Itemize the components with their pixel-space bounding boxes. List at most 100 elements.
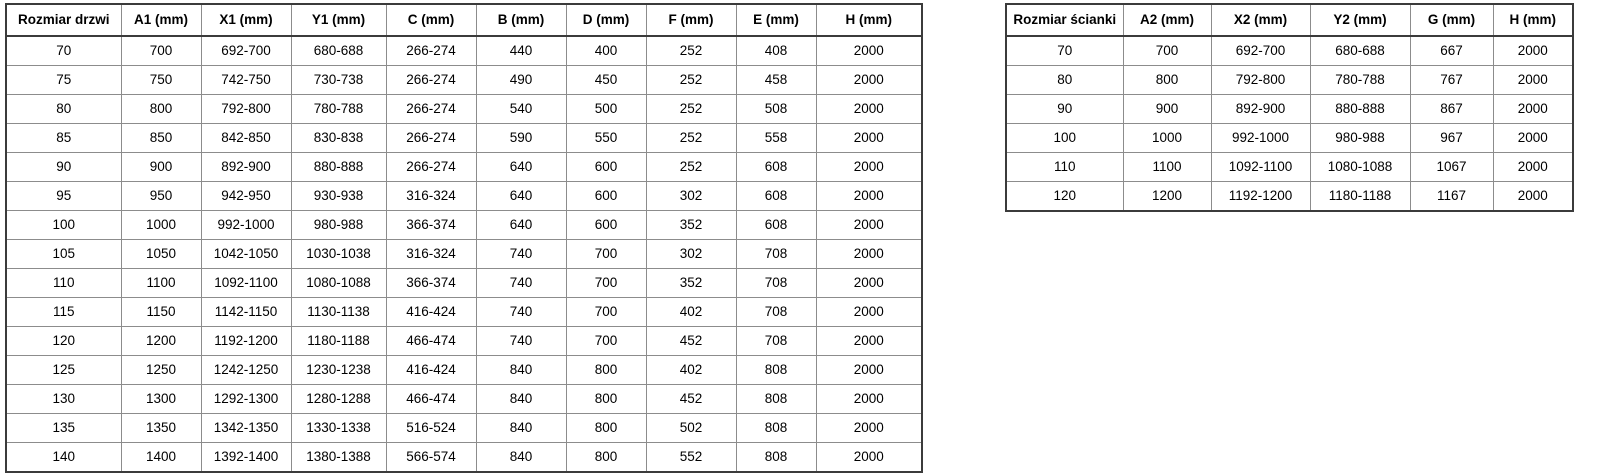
wall-cell: 680-688: [1309, 35, 1411, 66]
door-cell: 516-524: [385, 413, 477, 443]
door-cell: 808: [735, 355, 817, 385]
door-cell: 1392-1400: [200, 442, 292, 473]
table-row: 110 1100 1092-1100 1080-1088 366-374 740 700 35…: [5, 268, 923, 298]
wall-cell: 667: [1409, 35, 1494, 66]
door-cell: 2000: [815, 442, 923, 473]
wall-table-body: 70 700 692-700 680-688 667 2000 80 800 792-800 78…: [1005, 35, 1574, 212]
door-cell: 466-474: [385, 326, 477, 356]
door-cell: 1192-1200: [200, 326, 292, 356]
door-cell: 900: [120, 152, 202, 182]
door-cell: 490: [475, 65, 567, 95]
door-cell: 742-750: [200, 65, 292, 95]
door-cell: 850: [120, 123, 202, 153]
wall-cell: 700: [1122, 35, 1212, 66]
wall-cell: 2000: [1492, 152, 1574, 182]
door-cell: 800: [120, 94, 202, 124]
table-row: 90 900 892-900 880-888 867 2000: [1005, 94, 1574, 124]
door-cell: 366-374: [385, 268, 477, 298]
door-cell: 1130-1138: [290, 297, 387, 327]
door-cell: 1230-1238: [290, 355, 387, 385]
wall-cell: 900: [1122, 94, 1212, 124]
door-cell: 608: [735, 152, 817, 182]
wall-col-header-x2: X2 (mm): [1210, 3, 1311, 37]
door-table-body: 70 700 692-700 680-688 266-274 440 400 252 408 20…: [5, 35, 923, 473]
door-cell: 600: [565, 210, 647, 240]
door-cell: 2000: [815, 268, 923, 298]
door-cell: 992-1000: [200, 210, 292, 240]
door-dimensions-table-container: Rozmiar drzwi A1 (mm) X1 (mm) Y1 (mm) C …: [5, 3, 923, 473]
wall-col-header-size: Rozmiar ścianki: [1005, 3, 1124, 37]
door-cell: 2000: [815, 210, 923, 240]
door-cell: 352: [645, 268, 737, 298]
door-cell: 1150: [120, 297, 202, 327]
door-cell: 402: [645, 297, 737, 327]
door-cell: 440: [475, 35, 567, 66]
door-cell: 2000: [815, 65, 923, 95]
door-cell: 1092-1100: [200, 268, 292, 298]
door-col-header-size: Rozmiar drzwi: [5, 3, 122, 37]
door-cell: 880-888: [290, 152, 387, 182]
door-cell: 105: [5, 239, 122, 269]
door-table-header: Rozmiar drzwi A1 (mm) X1 (mm) Y1 (mm) C …: [5, 3, 923, 37]
door-cell: 1400: [120, 442, 202, 473]
door-cell: 416-424: [385, 355, 477, 385]
table-row: 120 1200 1192-1200 1180-1188 466-474 740 700 45…: [5, 326, 923, 356]
door-cell: 115: [5, 297, 122, 327]
door-cell: 1080-1088: [290, 268, 387, 298]
door-cell: 140: [5, 442, 122, 473]
door-cell: 2000: [815, 152, 923, 182]
door-cell: 252: [645, 123, 737, 153]
door-cell: 700: [565, 297, 647, 327]
door-cell: 692-700: [200, 35, 292, 66]
table-row: 110 1100 1092-1100 1080-1088 1067 2000: [1005, 152, 1574, 182]
door-cell: 558: [735, 123, 817, 153]
door-cell: 608: [735, 210, 817, 240]
door-cell: 120: [5, 326, 122, 356]
wall-cell: 1192-1200: [1210, 181, 1311, 212]
wall-cell: 1200: [1122, 181, 1212, 212]
door-cell: 2000: [815, 384, 923, 414]
door-cell: 2000: [815, 94, 923, 124]
door-cell: 640: [475, 152, 567, 182]
table-row: 125 1250 1242-1250 1230-1238 416-424 840 800 40…: [5, 355, 923, 385]
door-cell: 400: [565, 35, 647, 66]
door-cell: 840: [475, 442, 567, 473]
door-cell: 892-900: [200, 152, 292, 182]
door-cell: 316-324: [385, 239, 477, 269]
door-cell: 1142-1150: [200, 297, 292, 327]
table-row: 100 1000 992-1000 980-988 967 2000: [1005, 123, 1574, 153]
door-cell: 100: [5, 210, 122, 240]
door-cell: 252: [645, 35, 737, 66]
table-row: 80 800 792-800 780-788 767 2000: [1005, 65, 1574, 95]
table-row: 135 1350 1342-1350 1330-1338 516-524 840 800 50…: [5, 413, 923, 443]
wall-table-header-row: Rozmiar ścianki A2 (mm) X2 (mm) Y2 (mm) …: [1005, 3, 1574, 37]
door-col-header-a1: A1 (mm): [120, 3, 202, 37]
door-cell: 840: [475, 384, 567, 414]
table-row: 115 1150 1142-1150 1130-1138 416-424 740 700 40…: [5, 297, 923, 327]
door-cell: 352: [645, 210, 737, 240]
door-cell: 402: [645, 355, 737, 385]
door-cell: 450: [565, 65, 647, 95]
door-cell: 302: [645, 239, 737, 269]
door-cell: 590: [475, 123, 567, 153]
door-cell: 252: [645, 94, 737, 124]
door-cell: 700: [565, 326, 647, 356]
door-cell: 2000: [815, 326, 923, 356]
door-cell: 466-474: [385, 384, 477, 414]
door-cell: 316-324: [385, 181, 477, 211]
door-cell: 135: [5, 413, 122, 443]
door-cell: 1042-1050: [200, 239, 292, 269]
wall-cell: 100: [1005, 123, 1124, 153]
door-cell: 452: [645, 384, 737, 414]
door-cell: 1280-1288: [290, 384, 387, 414]
door-cell: 302: [645, 181, 737, 211]
door-col-header-b: B (mm): [475, 3, 567, 37]
door-cell: 266-274: [385, 123, 477, 153]
wall-cell: 880-888: [1309, 94, 1411, 124]
wall-cell: 780-788: [1309, 65, 1411, 95]
door-cell: 500: [565, 94, 647, 124]
door-cell: 800: [565, 384, 647, 414]
door-cell: 2000: [815, 123, 923, 153]
wall-cell: 867: [1409, 94, 1494, 124]
door-cell: 110: [5, 268, 122, 298]
